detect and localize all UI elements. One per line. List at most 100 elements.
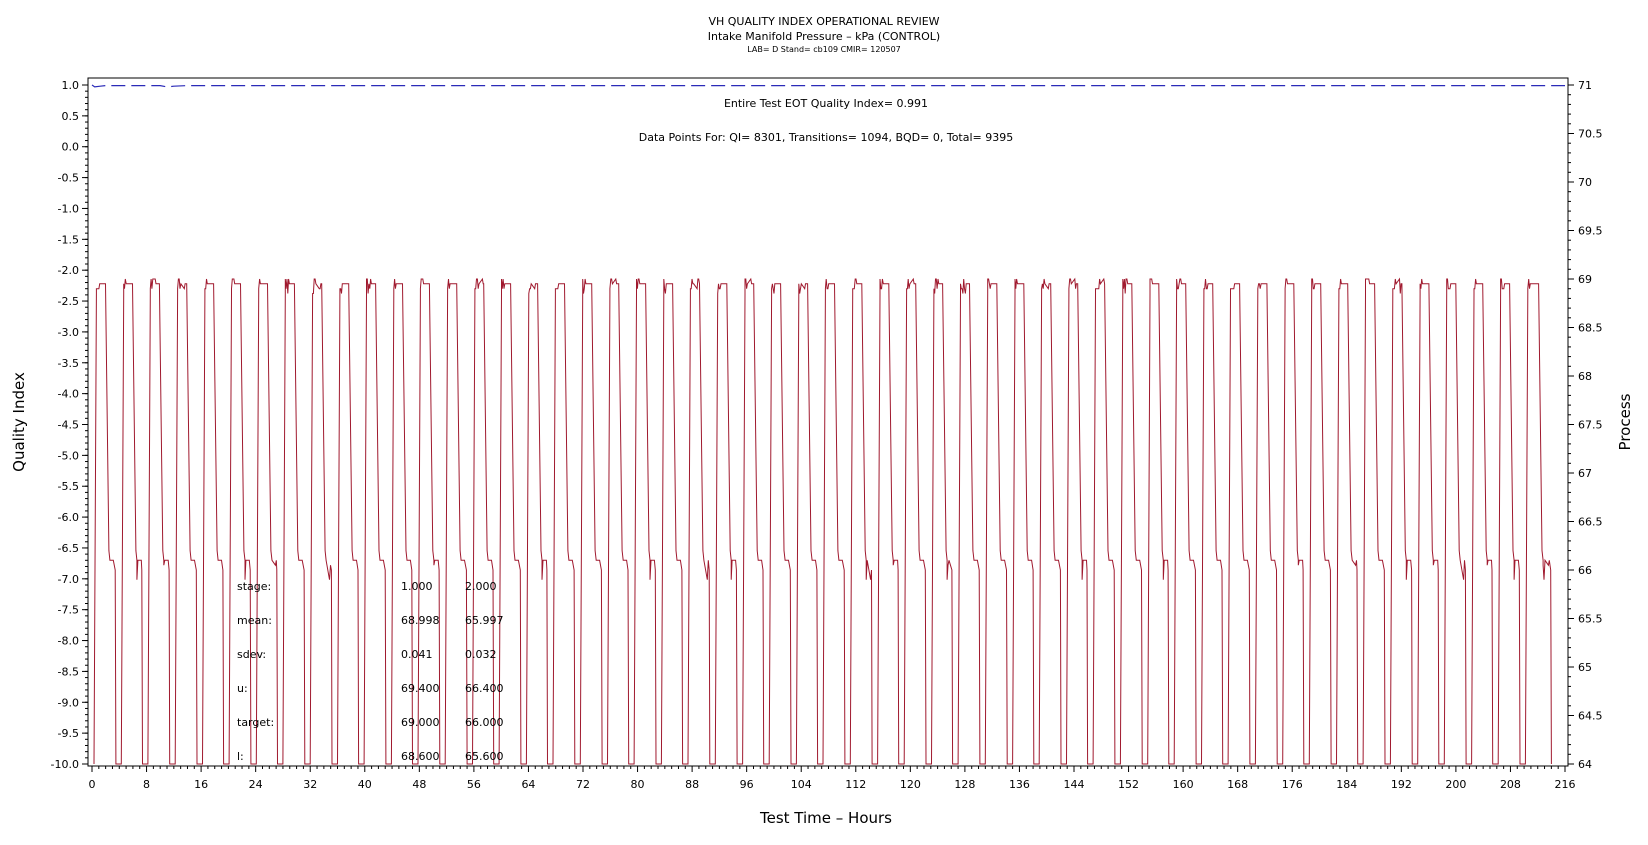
x-tick-label: 88	[685, 778, 699, 791]
y-left-tick-label: -5.0	[58, 449, 79, 462]
plot-area	[87, 77, 1569, 767]
stats-table: stage: 1.000 2.000 mean: 68.998 65.997 sdev: 0.…	[237, 580, 504, 763]
y-left-tick-label: -9.5	[58, 727, 79, 740]
data-points-annotation: Data Points For: QI= 8301, Transitions= …	[639, 131, 1014, 144]
y-right-tick-label: 65.5	[1578, 613, 1603, 626]
y-axis-left-title: Quality Index	[10, 372, 28, 472]
x-axis-title: Test Time – Hours	[759, 809, 892, 827]
y-left-tick-label: -9.0	[58, 696, 79, 709]
y-right-tick-label: 68	[1578, 370, 1592, 383]
stats-row-label: u:	[237, 682, 248, 695]
y-left-tick-label: -1.5	[58, 233, 79, 246]
x-tick-label: 192	[1391, 778, 1412, 791]
stats-stage2-value: 65.600	[465, 750, 504, 763]
x-tick-label: 208	[1500, 778, 1521, 791]
y-right-tick-label: 71	[1578, 79, 1592, 92]
stats-row-label: l:	[237, 750, 244, 763]
y-left-tick-label: -5.5	[58, 480, 79, 493]
x-tick-label: 176	[1282, 778, 1303, 791]
y-left-tick-label: 0.5	[62, 110, 80, 123]
x-tick-label: 80	[631, 778, 645, 791]
x-tick-label: 120	[900, 778, 921, 791]
x-tick-label: 24	[249, 778, 263, 791]
y-right-tick-label: 69.5	[1578, 225, 1603, 238]
stats-row-label: stage:	[237, 580, 271, 593]
y-left-tick-label: -2.0	[58, 264, 79, 277]
y-left-tick-label: -6.5	[58, 542, 79, 555]
x-tick-label: 16	[194, 778, 208, 791]
x-tick-label: 8	[143, 778, 150, 791]
y-left-tick-label: 0.0	[62, 141, 80, 154]
stats-stage2-value: 2.000	[465, 580, 497, 593]
y-left-tick-label: -2.5	[58, 295, 79, 308]
y-left-tick-label: -7.0	[58, 573, 79, 586]
x-tick-label: 128	[954, 778, 975, 791]
x-tick-label: 136	[1009, 778, 1030, 791]
x-tick-label: 64	[521, 778, 535, 791]
x-tick-label: 0	[89, 778, 96, 791]
y-left-tick-label: -8.0	[58, 635, 79, 648]
y-left-tick-label: -0.5	[58, 172, 79, 185]
y-right-tick-label: 66.5	[1578, 516, 1603, 529]
stats-stage2-value: 66.000	[465, 716, 504, 729]
x-tick-label: 160	[1173, 778, 1194, 791]
y-left-tick-label: -3.0	[58, 326, 79, 339]
y-left-tick-label: -10.0	[51, 758, 79, 771]
y-right-tick-label: 64	[1578, 758, 1592, 771]
y-axis-right: 71 70.5 70 69.5 69 68.5 68 67.5 67 66.5 66 65.5 65 64…	[1568, 79, 1603, 771]
y-right-tick-label: 67	[1578, 467, 1592, 480]
y-right-tick-label: 70	[1578, 176, 1592, 189]
y-axis-right-title: Process	[1616, 393, 1634, 450]
x-tick-label: 72	[576, 778, 590, 791]
y-right-tick-label: 70.5	[1578, 128, 1603, 141]
x-tick-label: 104	[791, 778, 812, 791]
x-tick-label: 112	[845, 778, 866, 791]
series-layer	[91, 84, 1565, 765]
stats-stage1-value: 69.000	[401, 716, 440, 729]
y-left-tick-label: -4.0	[58, 388, 79, 401]
x-tick-label: 48	[412, 778, 426, 791]
stats-stage1-value: 69.400	[401, 682, 440, 695]
y-left-tick-label: -7.5	[58, 604, 79, 617]
y-left-tick-label: -6.0	[58, 511, 79, 524]
x-tick-label: 56	[467, 778, 481, 791]
y-left-tick-label: -3.5	[58, 357, 79, 370]
y-left-tick-label: -4.5	[58, 419, 79, 432]
x-tick-label: 40	[358, 778, 372, 791]
x-tick-label: 200	[1445, 778, 1466, 791]
y-left-tick-label: 1.0	[62, 79, 80, 92]
stats-row-label: sdev:	[237, 648, 266, 661]
y-left-tick-label: -8.5	[58, 665, 79, 678]
x-tick-label: 152	[1118, 778, 1139, 791]
x-tick-label: 216	[1555, 778, 1576, 791]
stats-row-label: target:	[237, 716, 274, 729]
y-right-tick-label: 68.5	[1578, 322, 1603, 335]
stats-row-label: mean:	[237, 614, 272, 627]
process-trace-line	[93, 277, 1552, 765]
stats-stage2-value: 65.997	[465, 614, 504, 627]
stats-stage2-value: 0.032	[465, 648, 497, 661]
x-tick-label: 96	[740, 778, 754, 791]
x-tick-label: 32	[303, 778, 317, 791]
x-axis: 0 8 16 24 32 40 48 56 64 72 80 88 96 104 112 120 128 136 1…	[89, 766, 1576, 791]
stats-stage1-value: 68.600	[401, 750, 440, 763]
y-axis-left: 1.0 0.5 0.0 -0.5 -1.0 -1.5 -2.0 -2.5 -3.0 -3.5 -4.…	[51, 79, 88, 771]
y-right-tick-label: 67.5	[1578, 419, 1603, 432]
stats-stage2-value: 66.400	[465, 682, 504, 695]
x-tick-label: 144	[1064, 778, 1085, 791]
chart-info-line: LAB= D Stand= cb109 CMIR= 120507	[747, 45, 901, 54]
plot-frame	[87, 77, 1569, 767]
y-right-tick-label: 66	[1578, 564, 1592, 577]
y-right-tick-label: 64.5	[1578, 710, 1603, 723]
x-tick-label: 184	[1336, 778, 1357, 791]
stats-stage1-value: 1.000	[401, 580, 433, 593]
chart-title: VH QUALITY INDEX OPERATIONAL REVIEW	[708, 15, 939, 28]
x-tick-label: 168	[1227, 778, 1248, 791]
quality-index-line	[91, 84, 1565, 88]
stats-stage1-value: 68.998	[401, 614, 440, 627]
stats-stage1-value: 0.041	[401, 648, 433, 661]
y-left-tick-label: -1.0	[58, 202, 79, 215]
quality-index-annotation: Entire Test EOT Quality Index= 0.991	[724, 97, 928, 110]
y-right-tick-label: 65	[1578, 661, 1592, 674]
